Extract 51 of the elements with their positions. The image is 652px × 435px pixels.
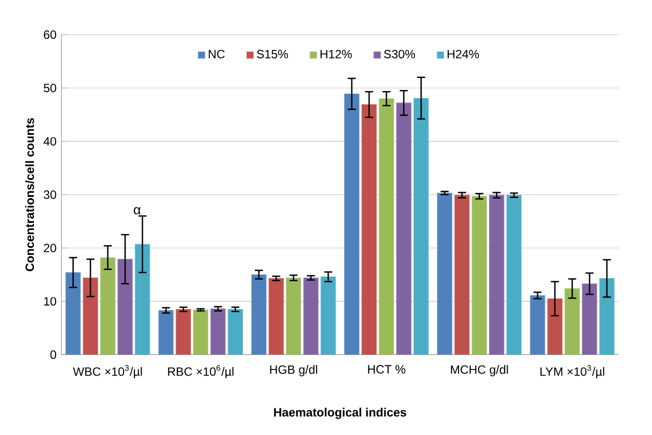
bar	[320, 276, 336, 355]
bar	[193, 310, 208, 355]
bar	[396, 102, 412, 355]
y-tick-label: 60	[44, 30, 56, 40]
bar	[378, 98, 394, 355]
bar	[210, 308, 226, 355]
bar	[414, 98, 429, 355]
bar	[100, 257, 116, 355]
bar	[362, 104, 377, 355]
bar	[268, 278, 284, 355]
y-tick-label: 0	[50, 350, 56, 360]
bar	[506, 195, 522, 355]
x-tick-label: HCT %	[368, 365, 406, 374]
y-tick-label: 10	[44, 297, 56, 306]
bar	[599, 278, 614, 355]
x-tick-label: HGB g/dl	[270, 365, 318, 376]
bar	[582, 284, 598, 355]
bar	[530, 295, 546, 355]
legend-label: S15%	[256, 50, 288, 59]
y-tick-label: 40	[44, 137, 56, 146]
bar	[564, 288, 580, 355]
y-axis-title: Concentrations/cell counts	[25, 118, 34, 272]
bar	[303, 278, 318, 355]
bar	[472, 196, 487, 355]
x-tick-label: WBC ×10$^{3}$/µl	[72, 365, 142, 378]
annotation: α	[134, 207, 141, 215]
y-tick-label: 30	[44, 190, 56, 200]
bar	[228, 309, 243, 355]
legend-label: H24%	[448, 50, 479, 58]
bar	[251, 274, 266, 355]
legend-label: H12%	[320, 50, 352, 58]
bar	[82, 278, 98, 355]
y-tick-label: 20	[44, 244, 56, 252]
bar	[176, 309, 191, 355]
bar	[118, 259, 133, 355]
x-axis-title: Haematological indices	[274, 408, 406, 420]
x-tick-label: MCHC g/dl	[450, 365, 508, 376]
bar	[134, 244, 150, 355]
legend-label: S30%	[384, 50, 416, 59]
bar	[344, 94, 360, 355]
bar	[547, 298, 562, 355]
y-tick-label: 50	[44, 84, 56, 92]
legend-label: NC	[208, 50, 225, 59]
x-tick-label: LYM ×10$^{3}$/µl	[540, 365, 604, 378]
bar	[158, 310, 174, 355]
x-tick-label: RBC ×10$^{6}$/µl	[168, 365, 234, 378]
bar	[489, 195, 504, 355]
bar	[66, 272, 81, 355]
bar	[454, 195, 470, 355]
bar	[437, 192, 452, 355]
bar	[286, 278, 302, 355]
